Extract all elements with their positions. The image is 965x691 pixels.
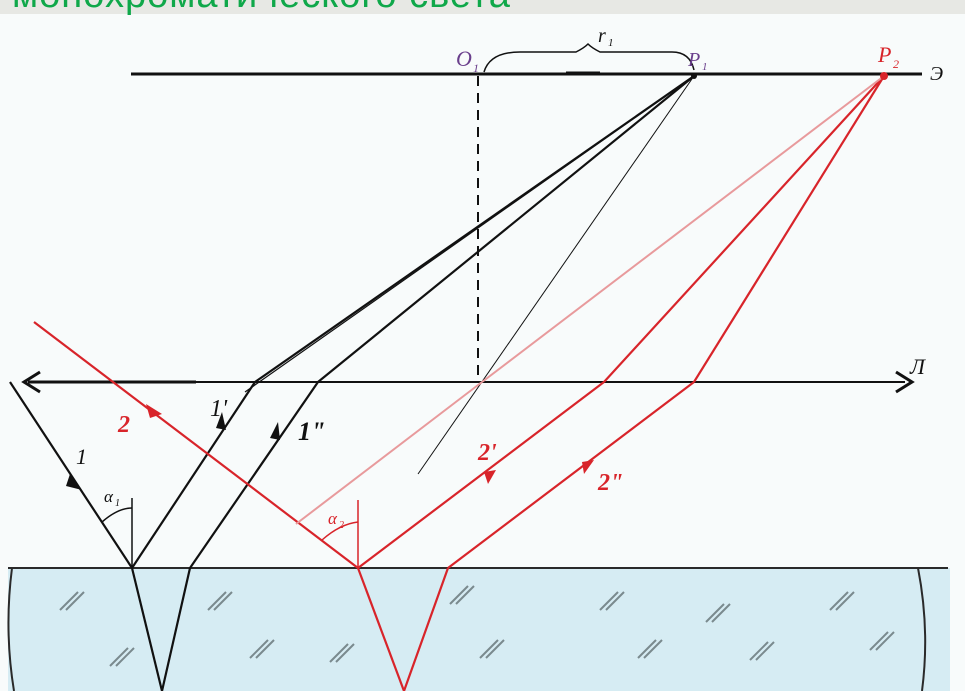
point-p1 (691, 73, 697, 79)
p2-label: P 2 (877, 42, 899, 71)
black-arrowheads (66, 412, 280, 490)
svg-text:r: r (598, 25, 606, 47)
svg-text:P: P (687, 49, 700, 71)
title-strip: монохроматического света (0, 0, 965, 17)
svg-text:P: P (877, 42, 891, 67)
svg-text:2: 2 (893, 57, 899, 71)
light-red-rays (295, 75, 885, 525)
o1-label: O 1 (456, 46, 479, 75)
slide-title: монохроматического света (12, 0, 511, 17)
svg-text:1: 1 (608, 37, 614, 49)
glass-hatching (59, 585, 895, 667)
alpha1-label: α 1 (104, 487, 120, 509)
svg-text:α: α (328, 509, 338, 528)
screen-label: Э (930, 63, 943, 85)
ray1p-label: 1' (210, 396, 228, 422)
svg-text:2: 2 (339, 520, 344, 531)
svg-text:α: α (104, 487, 114, 506)
point-p2 (880, 72, 888, 80)
secondary-axis (417, 75, 695, 475)
ray2p-label: 2' (477, 440, 497, 466)
lens-line (21, 370, 915, 394)
red-arrowheads (146, 404, 594, 484)
alpha2-label: α 2 (328, 509, 344, 531)
ray2pp-label: 2" (597, 470, 623, 496)
red-rays (33, 75, 885, 691)
angle-arcs (101, 498, 359, 568)
black-rays (9, 75, 695, 691)
r1-label: r 1 (598, 25, 614, 49)
lens-label: Л (909, 354, 926, 379)
svg-text:1: 1 (473, 61, 479, 75)
svg-text:1: 1 (702, 61, 708, 73)
glass-plate (7, 567, 950, 691)
svg-text:O: O (456, 46, 472, 71)
r1-brace (483, 42, 695, 73)
svg-text:1: 1 (115, 498, 120, 509)
p1-label: P 1 (687, 49, 708, 73)
ray1pp-label: 1" (298, 417, 325, 446)
ray2-label: 2 (117, 412, 130, 438)
ray1-label: 1 (76, 444, 87, 469)
